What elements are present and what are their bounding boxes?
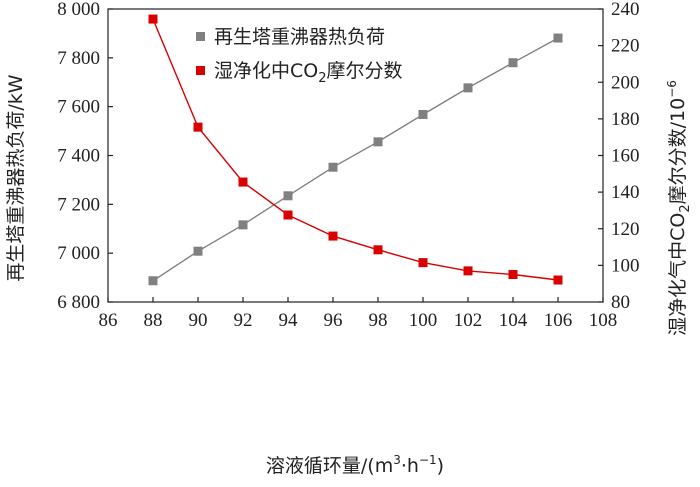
x-tick-label: 104 [499,310,528,331]
series-line-co2 [152,18,559,281]
data-point-co2 [238,177,248,187]
left-y-tick-label: 8 000 [57,0,100,20]
x-tick-label: 106 [544,310,573,331]
left-y-tick-label: 6 800 [57,292,100,313]
data-point-co2 [283,210,293,220]
right-y-tick-label: 240 [611,0,640,20]
x-axis: 86 88 90 92 94 96 98 100 102 104 106 108 [99,297,618,331]
x-tick-label: 86 [99,310,118,331]
right-y-tick-label: 200 [611,72,640,93]
x-tick-label: 98 [369,310,388,331]
x-axis-title: 溶液循环量/(m3·h−1) [266,453,444,477]
left-y-axis-title: 再生塔重沸器热负荷/kW [5,74,27,281]
right-y-axis: 80 100 120 140 160 180 200 220 240 [598,0,640,313]
data-point-heat-duty [148,276,158,286]
data-point-co2 [463,266,473,276]
right-y-tick-label: 100 [611,255,640,276]
left-y-tick-label: 7 200 [57,194,100,215]
x-tick-label: 88 [144,310,163,331]
data-point-co2 [148,14,158,24]
x-tick-label: 92 [234,310,253,331]
data-point-co2 [193,122,203,132]
left-y-axis: 6 800 7 000 7 200 7 400 7 600 7 800 8 000 [57,0,113,313]
left-y-tick-label: 7 400 [57,146,100,167]
data-point-heat-duty [553,33,563,43]
x-tick-label: 100 [409,310,438,331]
data-point-heat-duty [283,191,293,201]
x-tick-label: 94 [279,310,299,331]
data-point-heat-duty [193,246,203,256]
right-y-tick-label: 180 [611,109,640,130]
data-point-heat-duty [373,137,383,147]
data-point-co2 [373,245,383,255]
x-tick-label: 96 [324,310,343,331]
data-point-heat-duty [508,58,518,68]
data-point-heat-duty [418,109,428,119]
data-point-co2 [328,231,338,241]
series-line-heat-duty [152,37,559,282]
legend-marker-heat-duty [196,32,205,41]
data-point-co2 [553,275,563,285]
legend-label-heat-duty: 再生塔重沸器热负荷 [214,26,385,48]
right-y-axis-title: 湿净化气中CO2摩尔分数/10−6 [665,80,693,336]
left-y-tick-label: 7 800 [57,48,100,69]
legend-marker-co2 [196,66,205,75]
data-point-co2 [508,270,518,280]
right-y-tick-label: 160 [611,146,640,167]
left-y-tick-label: 7 000 [57,243,100,264]
legend-label-co2: 湿净化中CO2摩尔分数 [214,60,403,86]
series-layer [148,14,563,286]
data-point-co2 [418,258,428,268]
data-point-heat-duty [238,220,248,230]
right-y-tick-label: 140 [611,182,640,203]
x-tick-label: 108 [589,310,618,331]
x-tick-label: 90 [189,310,208,331]
plot-frame [107,8,604,303]
right-y-tick-label: 220 [611,36,640,57]
right-y-tick-label: 80 [611,292,630,313]
data-point-heat-duty [463,83,473,93]
x-tick-label: 102 [454,310,483,331]
legend: 再生塔重沸器热负荷 湿净化中CO2摩尔分数 [196,26,403,86]
data-point-heat-duty [328,162,338,172]
right-y-tick-label: 120 [611,219,640,240]
left-y-tick-label: 7 600 [57,97,100,118]
